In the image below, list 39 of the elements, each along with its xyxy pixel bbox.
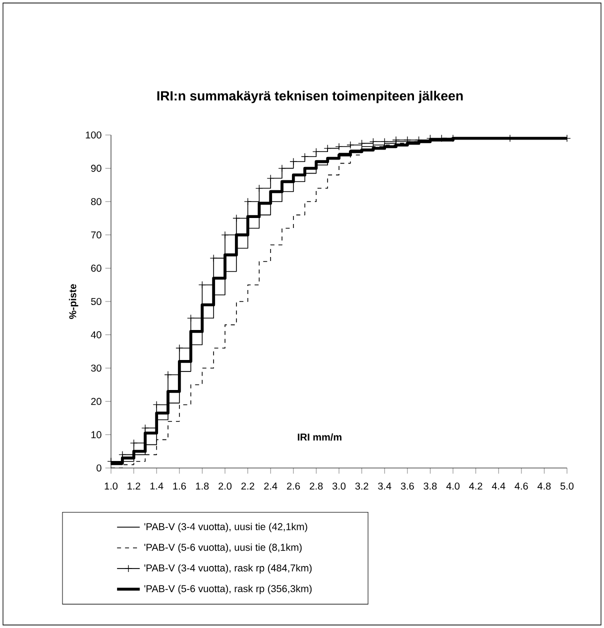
legend-label: 'PAB-V (5-6 vuotta), rask rp (356,3km)	[144, 584, 312, 594]
legend-label: 'PAB-V (3-4 vuotta), rask rp (484,7km)	[144, 564, 312, 574]
y-tick-label: 60	[91, 264, 102, 272]
x-tick-label: 5.0	[560, 482, 574, 490]
x-tick-label: 4.2	[469, 482, 482, 490]
y-tick-label: 30	[91, 364, 102, 372]
y-tick-label: 40	[90, 331, 102, 338]
x-tick-label: 2.0	[218, 482, 232, 490]
x-tick-label: 3.4	[378, 482, 392, 490]
y-tick-label: 10	[91, 431, 102, 438]
x-tick-label: 1.6	[173, 482, 186, 490]
x-tick-label: 3.6	[400, 482, 414, 490]
x-tick-label: 4.0	[446, 482, 460, 490]
x-tick-label: 2.2	[241, 482, 254, 490]
legend-label: 'PAB-V (5-6 vuotta), uusi tie (8,1km)	[144, 544, 302, 553]
x-tick-label: 1.8	[196, 482, 209, 490]
x-tick-label: 2.4	[264, 482, 278, 490]
y-tick-label: 90	[91, 164, 102, 172]
x-tick-label: 2.8	[310, 482, 323, 490]
x-tick-label: 3.0	[332, 482, 346, 490]
x-tick-label: 3.2	[355, 482, 368, 490]
x-tick-label: 4.8	[538, 482, 551, 490]
x-tick-label: 2.6	[286, 482, 300, 490]
x-tick-label: 1.0	[104, 482, 118, 490]
legend-label: 'PAB-V (3-4 vuotta), uusi tie (42,1km)	[144, 522, 308, 532]
x-tick-label: 4.4	[492, 482, 506, 490]
y-tick-label: 50	[91, 298, 102, 306]
x-tick-label: 1.2	[128, 482, 140, 490]
y-tick-label: 20	[91, 398, 102, 405]
x-tick-label: 1.4	[150, 482, 164, 490]
chart-title: IRI:n summakäyrä teknisen toimenpiteen jälkeen	[157, 90, 463, 104]
y-tick-label: 80	[91, 198, 102, 206]
x-axis-title: IRI mm/m	[298, 433, 342, 441]
x-tick-label: 4.6	[514, 482, 528, 490]
x-tick-label: 3.8	[424, 482, 437, 490]
y-tick-label: 0	[96, 464, 102, 472]
y-axis-title: %-piste	[68, 284, 78, 319]
y-tick-label: 100	[86, 131, 102, 139]
y-tick-label: 70	[91, 231, 102, 238]
